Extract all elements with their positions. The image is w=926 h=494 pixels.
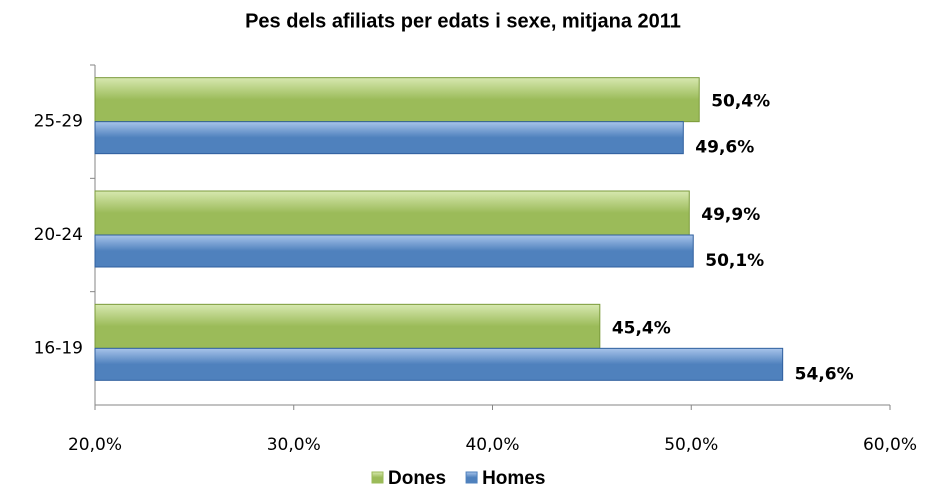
- value-label: 45,4%: [612, 318, 671, 338]
- bar: [94, 234, 694, 268]
- value-label: 54,6%: [795, 364, 854, 384]
- bar: [94, 190, 690, 236]
- legend-swatch: [465, 471, 478, 484]
- x-tick-label: 30,0%: [267, 435, 321, 455]
- value-label: 50,4%: [711, 92, 770, 112]
- y-tick-label: 25-29: [34, 112, 83, 132]
- legend-swatch: [371, 471, 384, 484]
- value-label: 49,6%: [695, 138, 754, 158]
- legend-label: Homes: [482, 468, 545, 489]
- bar: [94, 77, 700, 123]
- bar: [94, 303, 601, 349]
- bar: [94, 347, 784, 381]
- value-label: 49,9%: [701, 205, 760, 225]
- chart-title: Pes dels afiliats per edats i sexe, mitj…: [245, 10, 681, 32]
- x-tick-label: 60,0%: [863, 435, 917, 455]
- value-label: 50,1%: [705, 251, 764, 271]
- x-tick-label: 20,0%: [68, 435, 122, 455]
- y-tick-label: 20-24: [34, 225, 83, 245]
- x-tick-label: 40,0%: [465, 435, 519, 455]
- x-tick-label: 50,0%: [664, 435, 718, 455]
- bar: [94, 121, 684, 155]
- legend-label: Dones: [388, 468, 446, 489]
- y-tick-label: 16-19: [34, 338, 83, 358]
